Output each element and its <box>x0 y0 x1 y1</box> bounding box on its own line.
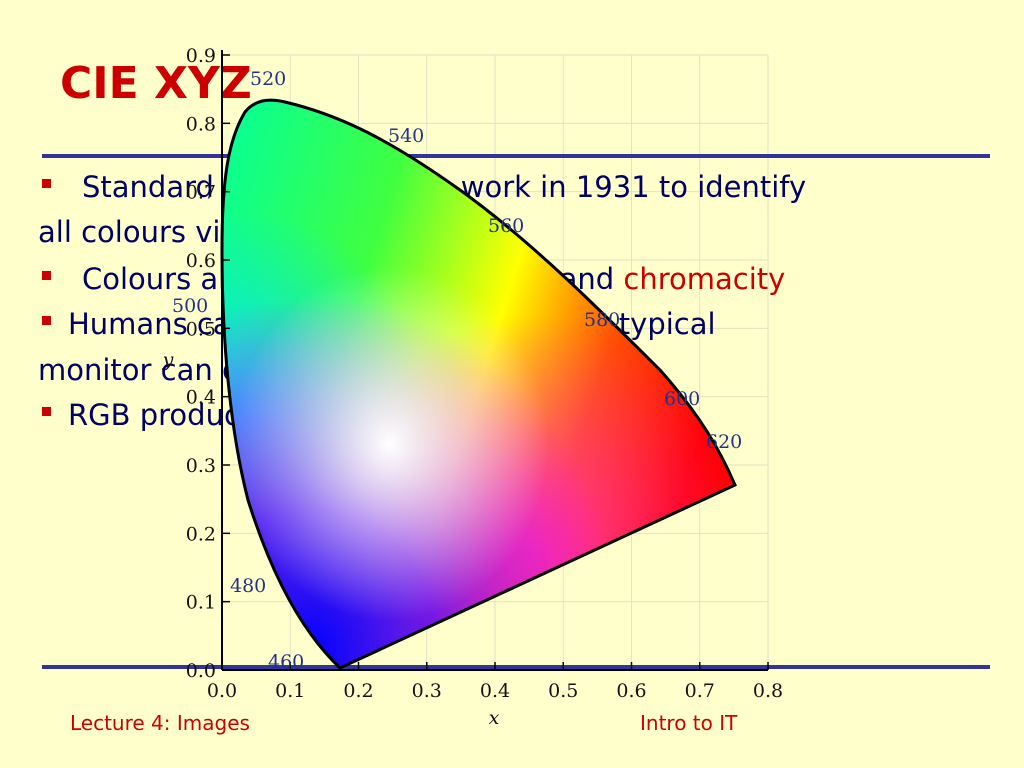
y-tick-label: 0.8 <box>186 113 216 135</box>
y-tick-label: 0.9 <box>186 45 216 67</box>
bullet-text-part: chromacity <box>623 262 785 296</box>
x-tick-label: 0.4 <box>480 680 510 702</box>
bullet-marker <box>42 316 51 325</box>
wavelength-label: 460 <box>268 651 304 673</box>
y-tick-label: 0.6 <box>186 250 216 272</box>
bullet-marker <box>42 271 51 280</box>
wavelength-label: 480 <box>230 575 266 597</box>
wavelength-label: 540 <box>388 125 424 147</box>
wavelength-label: 500 <box>172 295 208 317</box>
x-axis-label: x <box>489 707 500 729</box>
footer-left: Lecture 4: Images <box>70 711 250 735</box>
footer-right: Intro to IT <box>640 711 738 735</box>
wavelength-label: 620 <box>706 431 742 453</box>
x-tick-label: 0.1 <box>275 680 305 702</box>
y-tick-label: 0.0 <box>186 660 216 682</box>
x-tick-label: 0.3 <box>412 680 442 702</box>
x-tick-label: 0.0 <box>207 680 237 702</box>
y-tick-label: 0.4 <box>186 387 216 409</box>
wavelength-label: 560 <box>488 215 524 237</box>
wavelength-label: 580 <box>584 309 620 331</box>
x-tick-label: 0.8 <box>753 680 783 702</box>
y-tick-label: 0.2 <box>186 523 216 545</box>
bullet-marker <box>42 179 51 188</box>
x-tick-label: 0.2 <box>343 680 373 702</box>
axes: 0.0 0.1 0.2 0.3 0.4 0.5 0.6 0.7 0.8 0.0 0.1 0.2 0.3 0… <box>162 45 783 729</box>
x-tick-label: 0.6 <box>616 680 646 702</box>
bullet-marker <box>42 407 51 416</box>
x-tick-label: 0.7 <box>685 680 715 702</box>
wavelength-label: 600 <box>664 388 700 410</box>
y-tick-label: 0.5 <box>186 318 216 340</box>
y-axis-label: y <box>162 349 174 371</box>
slide-title: CIE XYZ <box>60 58 252 109</box>
y-tick-label: 0.7 <box>186 182 216 204</box>
x-tick-label: 0.5 <box>548 680 578 702</box>
y-tick-label: 0.1 <box>186 592 216 614</box>
spectral-locus <box>220 98 737 670</box>
wavelength-label: 520 <box>250 68 286 90</box>
y-tick-label: 0.3 <box>186 455 216 477</box>
